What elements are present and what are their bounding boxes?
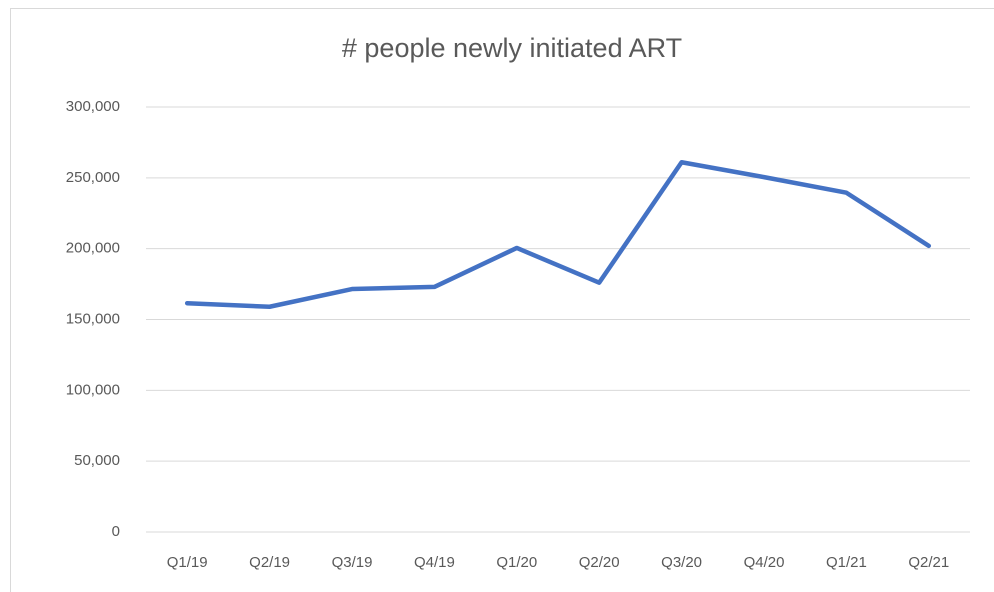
x-tick-label: Q4/19 bbox=[414, 554, 455, 571]
x-tick-label: Q1/20 bbox=[496, 554, 537, 571]
x-tick-label: Q1/21 bbox=[826, 554, 867, 571]
y-tick-label: 250,000 bbox=[66, 169, 120, 186]
x-tick-label: Q3/19 bbox=[332, 554, 373, 571]
y-tick-label: 0 bbox=[112, 523, 120, 540]
x-tick-label: Q3/20 bbox=[661, 554, 702, 571]
x-tick-label: Q4/20 bbox=[744, 554, 785, 571]
y-tick-label: 150,000 bbox=[66, 310, 120, 327]
y-tick-label: 100,000 bbox=[66, 381, 120, 398]
y-tick-label: 300,000 bbox=[66, 98, 120, 115]
x-tick-label: Q2/20 bbox=[579, 554, 620, 571]
y-tick-label: 50,000 bbox=[74, 452, 120, 469]
data-line bbox=[184, 160, 932, 309]
chart-title: # people newly initiated ART bbox=[342, 33, 682, 63]
x-tick-label: Q2/21 bbox=[908, 554, 949, 571]
x-tick-label: Q1/19 bbox=[167, 554, 208, 571]
x-tick-label: Q2/19 bbox=[249, 554, 290, 571]
y-tick-label: 200,000 bbox=[66, 240, 120, 257]
chart-frame bbox=[10, 8, 994, 592]
